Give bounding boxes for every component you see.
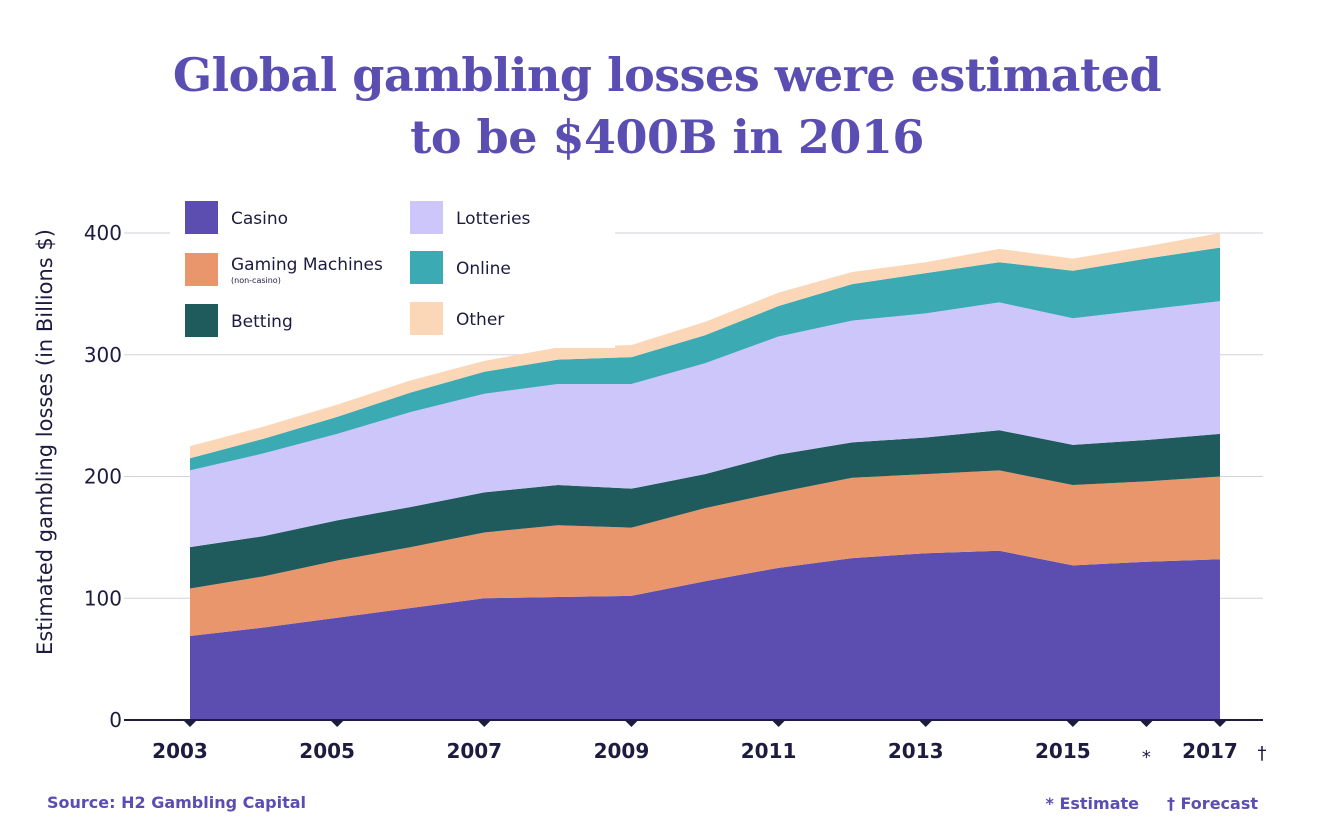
legend-label: Betting (231, 312, 293, 332)
x-tick-label: 2003 (152, 739, 208, 763)
axes: 0 100 200 300 400 2003 2005 2007 2009 2011 2013 201… (84, 221, 1267, 768)
area-series (190, 233, 1220, 720)
title-line-2: to be $400B in 2016 (410, 110, 924, 164)
estimate-note: * Estimate (1046, 794, 1140, 813)
legend-swatch (410, 302, 443, 335)
legend-swatch (185, 253, 218, 286)
forecast-note: † Forecast (1167, 794, 1258, 813)
y-tick-label: 300 (84, 343, 122, 367)
area-casino (190, 550, 1220, 720)
x-tick-label: 2013 (888, 739, 944, 763)
area-lotteries (190, 301, 1220, 548)
x-tick-marker (1139, 720, 1154, 727)
x-tick-label: 2007 (446, 739, 502, 763)
y-tick-label: 400 (84, 221, 122, 245)
area-online (190, 247, 1220, 471)
legend-label: Online (456, 259, 511, 279)
area-other (190, 233, 1220, 459)
legend-label: Gaming Machines (231, 255, 383, 275)
x-tick-label: 2017 (1182, 739, 1238, 763)
x-tick-label: 2011 (741, 739, 797, 763)
y-tick-label: 0 (109, 708, 122, 732)
legend-swatch (410, 201, 443, 234)
x-tick-label: 2015 (1035, 739, 1091, 763)
x-tick-annotation: * (1142, 747, 1151, 768)
x-tick-marker (330, 720, 345, 727)
chart-title: Global gambling losses were estimated to… (0, 44, 1334, 168)
legend-background (170, 188, 615, 348)
legend-swatch (185, 304, 218, 337)
legend-sublabel: (non-casino) (231, 276, 281, 285)
x-tick-label: 2005 (299, 739, 355, 763)
y-tick-label: 200 (84, 465, 122, 489)
x-tick-marker (183, 720, 197, 727)
x-tick-marker (624, 720, 639, 727)
legend-swatch (410, 251, 443, 284)
legend-label: Other (456, 310, 504, 330)
title-line-1: Global gambling losses were estimated (172, 48, 1162, 102)
y-tick-label: 100 (84, 586, 122, 610)
legend-swatch (185, 201, 218, 234)
legend-label: Lotteries (456, 209, 531, 229)
x-tick-marker (1065, 720, 1080, 727)
legend: Casino Gaming Machines(non-casino) Betting… (170, 188, 615, 348)
x-tick-marker (477, 720, 492, 727)
source-note: Source: H2 Gambling Capital (47, 793, 306, 812)
area-gaming-machines (190, 470, 1220, 636)
x-tick-annotation: † (1258, 743, 1267, 764)
area-betting (190, 430, 1220, 589)
y-axis-label: Estimated gambling losses (in Billions $… (33, 229, 57, 655)
legend-label: Casino (231, 209, 288, 229)
x-tick-marker (918, 720, 933, 727)
x-tick-marker (1213, 720, 1227, 727)
x-tick-marker (771, 720, 786, 727)
x-tick-label: 2009 (594, 739, 650, 763)
